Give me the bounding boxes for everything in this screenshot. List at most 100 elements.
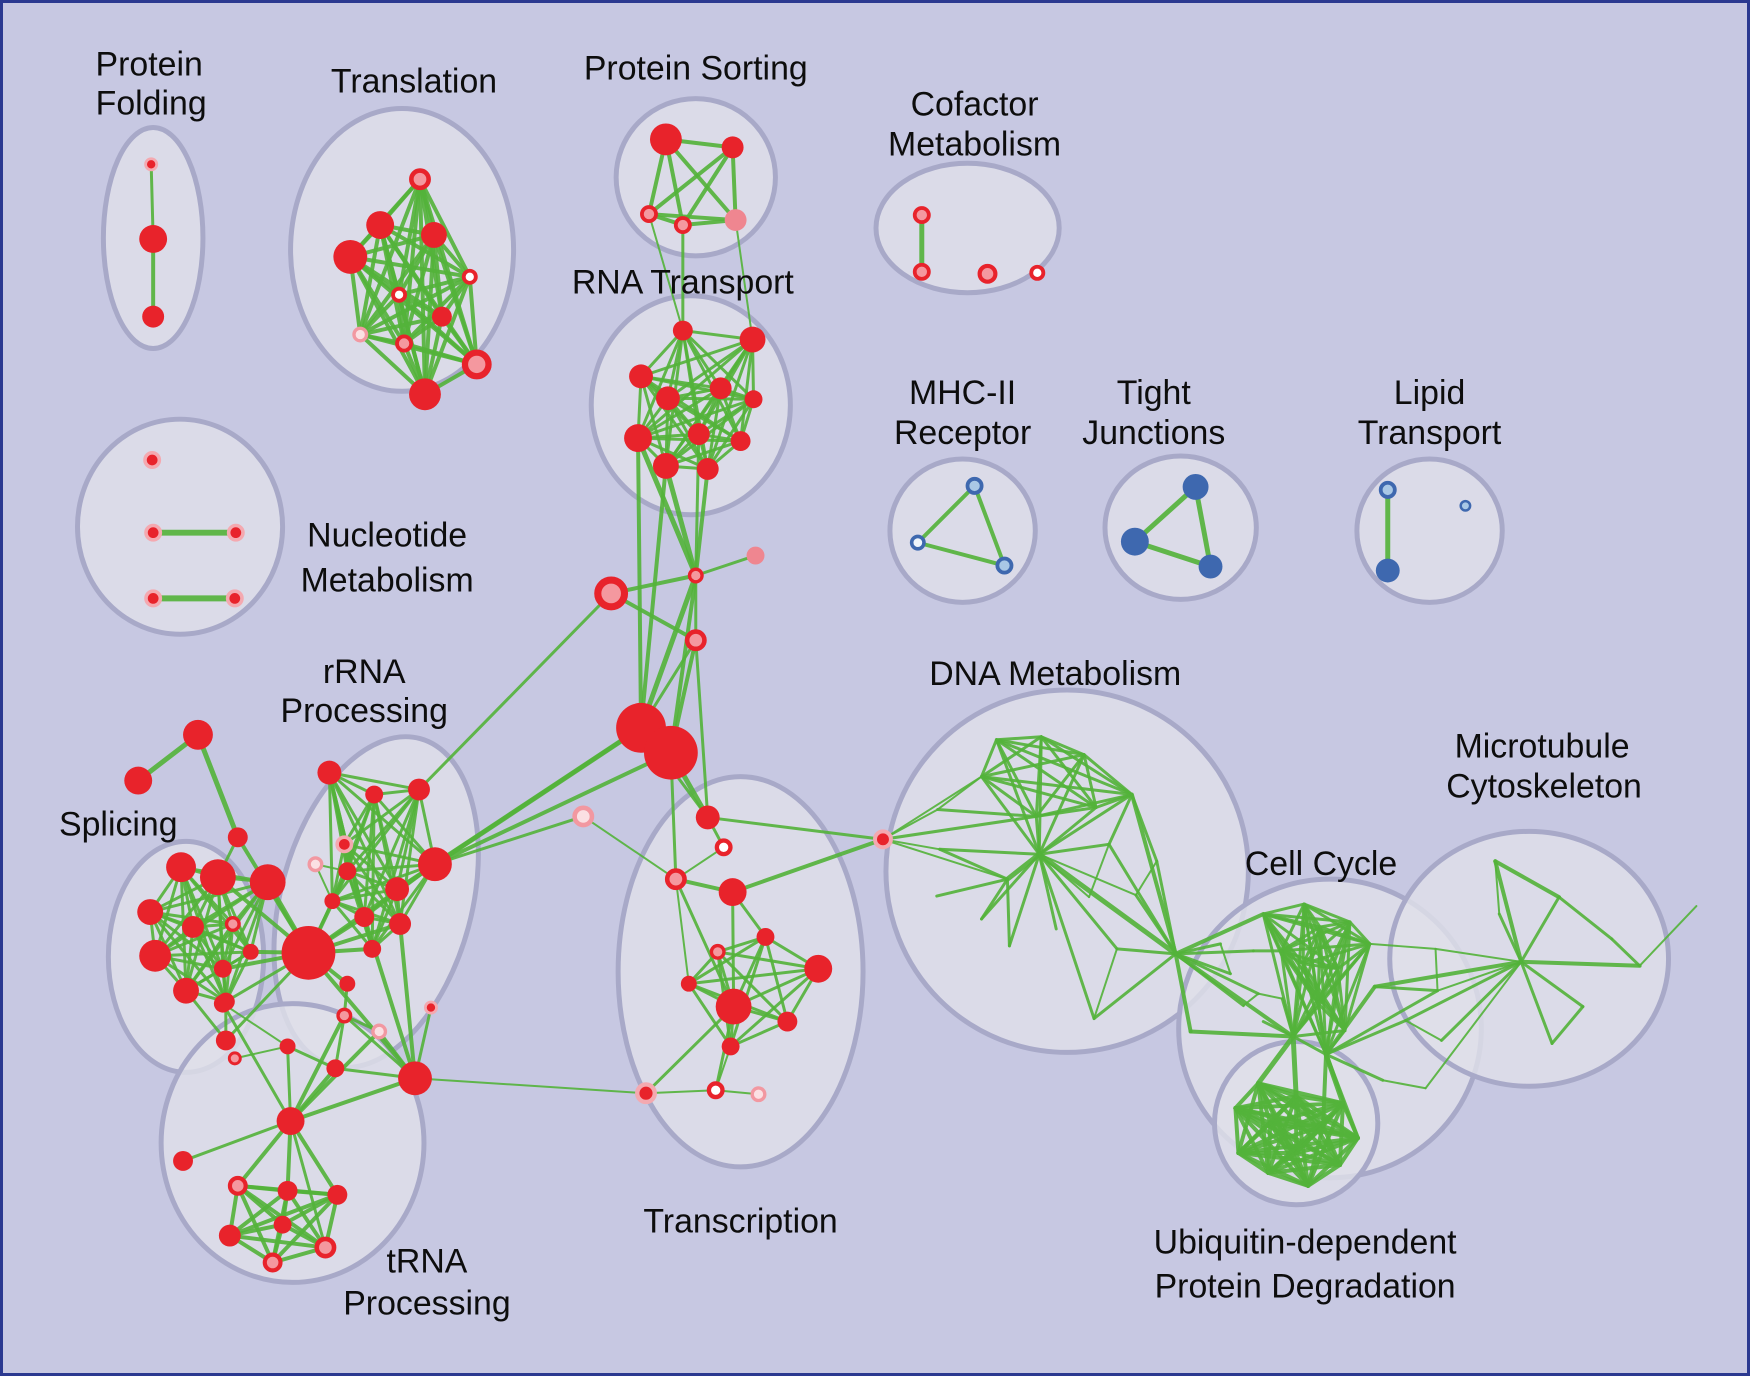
edge-tx5-d8 bbox=[881, 814, 1038, 841]
edge-rr2-rr12 bbox=[370, 793, 376, 951]
edge-u4-u6 bbox=[1268, 1101, 1345, 1126]
edge-rr2-rr11 bbox=[372, 793, 402, 926]
node-tj1 bbox=[1182, 473, 1209, 500]
edge-tr_hub-rr14 bbox=[288, 1013, 347, 1124]
edge-m4-m8 bbox=[1519, 959, 1642, 968]
edge-rr5-rr11 bbox=[342, 842, 402, 926]
node-sp5 bbox=[182, 916, 204, 938]
node-rr7 bbox=[338, 862, 357, 881]
node-t6 bbox=[391, 286, 408, 303]
edge-d11-d9 bbox=[938, 847, 1041, 856]
node-rr1 bbox=[317, 760, 342, 785]
edge-b3-b4 bbox=[1381, 1079, 1427, 1090]
edge-d4-d6 bbox=[980, 775, 1134, 797]
edge-sp3-sp4 bbox=[148, 880, 270, 914]
edge-tx3-tx10 bbox=[674, 877, 736, 1009]
edge-cc7-cc8 bbox=[1301, 962, 1340, 971]
node-tx12 bbox=[721, 1037, 740, 1056]
node-lp1 bbox=[1378, 480, 1397, 499]
edge-u7-u9 bbox=[1236, 1136, 1360, 1155]
node-t10 bbox=[461, 349, 492, 380]
node-tx13 bbox=[635, 1082, 657, 1105]
edge-tx3-tx8 bbox=[674, 878, 690, 985]
edge-rr20-rr17 bbox=[221, 1002, 289, 1048]
edge-tj1-tj3 bbox=[1193, 484, 1214, 570]
node-c3 bbox=[746, 546, 765, 565]
edge-tx8-tx9 bbox=[687, 967, 820, 986]
cluster-ellipse-tight-junctions bbox=[1102, 453, 1259, 602]
node-rr14 bbox=[336, 1007, 353, 1024]
edge-u5-u7 bbox=[1236, 1124, 1326, 1155]
edge-u9-u12 bbox=[1306, 1136, 1360, 1188]
edge-rr4-rr12 bbox=[370, 862, 437, 951]
edge-cc7-cc9 bbox=[1301, 942, 1372, 966]
edge-u6-u10 bbox=[1266, 1101, 1345, 1175]
edge-th2-th4 bbox=[227, 1188, 290, 1238]
edge-cc14-cc16 bbox=[1316, 1002, 1347, 1032]
edge-th3-th7 bbox=[280, 1192, 340, 1227]
edge-c4-tx1 bbox=[694, 638, 710, 819]
edge-sp4-sp9 bbox=[148, 910, 225, 971]
edge-rr1-rr3 bbox=[327, 771, 421, 792]
cluster-label-splicing-0: Splicing bbox=[59, 805, 178, 843]
edge-cc17-cc19 bbox=[1219, 942, 1232, 975]
node-sp8 bbox=[173, 977, 199, 1004]
edge-ccb1-u2 bbox=[1290, 1033, 1299, 1099]
edge-cc16-ccb1 bbox=[1291, 1029, 1347, 1038]
edge-c3-c1 bbox=[694, 554, 758, 577]
edge-rt3-rt6 bbox=[639, 374, 756, 401]
node-tx2 bbox=[714, 838, 733, 857]
cluster-label-lipid-transport-0: Lipid bbox=[1394, 374, 1466, 412]
edge-d19-d9 bbox=[1007, 852, 1041, 948]
cluster-label-rna-transport-0: RNA Transport bbox=[572, 264, 795, 302]
edge-sp10-sp11 bbox=[224, 950, 253, 1004]
edge-c1-h1 bbox=[638, 573, 699, 731]
edge-d3-d4 bbox=[980, 753, 1086, 779]
cluster-label-nucleotide-metabolism-1: Metabolism bbox=[301, 561, 474, 599]
cluster-label-mhc-ii-receptor-1: Receptor bbox=[894, 414, 1031, 452]
edge-tx5-d10 bbox=[881, 838, 1009, 881]
edge-cc6-cc8 bbox=[1279, 949, 1340, 971]
edge-t3-t11 bbox=[422, 232, 436, 397]
edge-cc10-ccb2 bbox=[1324, 984, 1377, 1057]
node-tj3 bbox=[1198, 554, 1223, 579]
edge-rt3-rt10 bbox=[639, 374, 668, 468]
cluster-label-microtubule-cytoskeleton-1: Cytoskeleton bbox=[1446, 768, 1642, 806]
node-th2 bbox=[277, 1180, 298, 1201]
edge-tx9-tx12 bbox=[729, 967, 820, 1048]
node-mh3 bbox=[995, 556, 1014, 575]
edge-rt6-rt11 bbox=[706, 397, 756, 471]
edge-cc_hub1-d9 bbox=[1036, 851, 1179, 957]
cluster-label-mhc-ii-receptor-0: MHC-II bbox=[909, 374, 1016, 412]
edge-rr2-rr5 bbox=[342, 793, 376, 846]
edge-d5-d4 bbox=[936, 775, 983, 811]
node-t9 bbox=[395, 334, 414, 353]
node-t3 bbox=[420, 222, 447, 248]
node-cf2 bbox=[912, 262, 931, 281]
edge-cc7-ccb1 bbox=[1291, 962, 1305, 1038]
edge-m7-m8 bbox=[1610, 937, 1642, 968]
edge-tr_hub-rr16 bbox=[288, 1076, 418, 1124]
node-rr15 bbox=[371, 1023, 388, 1040]
node-th5 bbox=[262, 1252, 283, 1273]
edge-d3-d9 bbox=[1037, 753, 1086, 856]
edge-sp3-sp7 bbox=[153, 880, 270, 958]
edge-cc2-cc6 bbox=[1279, 902, 1306, 953]
edge-m2-m4 bbox=[1519, 895, 1561, 964]
node-tx7 bbox=[709, 943, 726, 960]
edge-ccb1-u1 bbox=[1255, 1033, 1296, 1086]
node-c4 bbox=[684, 629, 707, 652]
edge-rt11-c1 bbox=[693, 466, 710, 578]
edge-cc_hub1-cc5 bbox=[1174, 949, 1255, 956]
edge-rt2-rt4 bbox=[666, 338, 755, 400]
edge-cc_hub1-d21 bbox=[1134, 893, 1178, 956]
edge-d13-d6 bbox=[1107, 793, 1134, 846]
edge-tr_hub-th3 bbox=[288, 1119, 340, 1197]
node-n1 bbox=[143, 451, 162, 469]
edge-tx11-tx12 bbox=[729, 1020, 789, 1048]
node-t11 bbox=[409, 378, 441, 411]
node-t1 bbox=[409, 168, 431, 191]
node-rr17 bbox=[279, 1038, 296, 1055]
